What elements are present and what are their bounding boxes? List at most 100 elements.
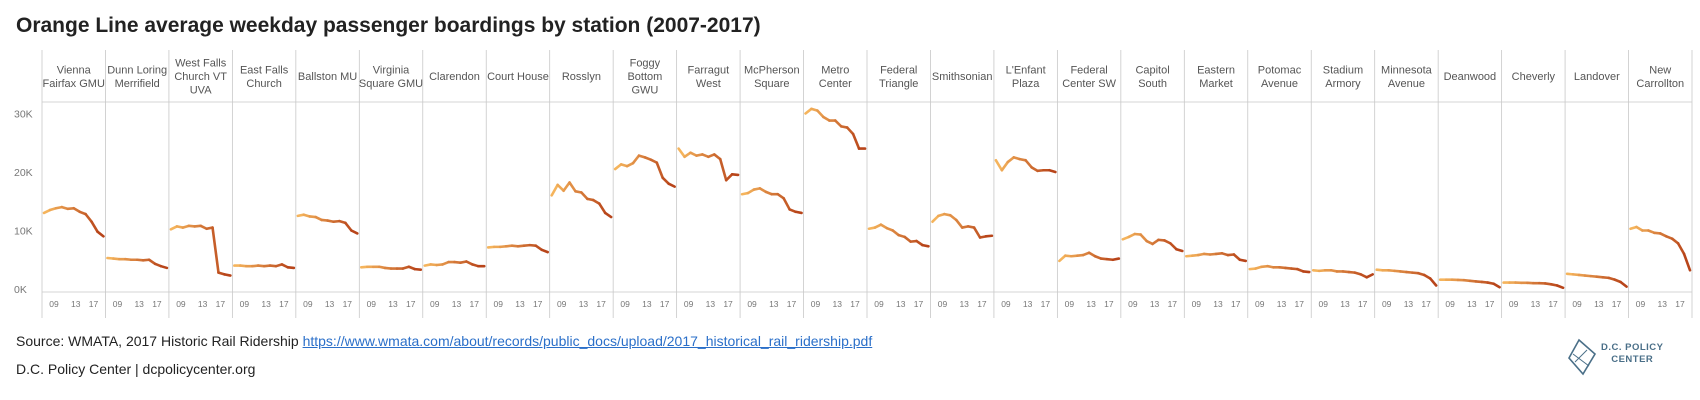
x-tick-label: 09 xyxy=(1382,299,1392,309)
x-tick-label: 17 xyxy=(977,299,987,309)
x-tick-label: 13 xyxy=(1277,299,1287,309)
x-tick-label: 13 xyxy=(198,299,208,309)
station-name-label: Potomac xyxy=(1258,64,1302,76)
station-name-label: East Falls xyxy=(240,64,289,76)
station-name-label: Capitol xyxy=(1135,64,1169,76)
x-tick-label: 13 xyxy=(515,299,525,309)
series-segment xyxy=(597,202,607,215)
x-tick-label: 09 xyxy=(176,299,186,309)
x-tick-label: 13 xyxy=(1340,299,1350,309)
station-name-label: Eastern xyxy=(1197,64,1235,76)
y-tick-label: 0K xyxy=(14,284,27,296)
station-name-label: Deanwood xyxy=(1444,71,1497,83)
x-tick-label: 17 xyxy=(343,299,353,309)
series-segment xyxy=(1111,257,1121,262)
credit-line: D.C. Policy Center | dcpolicycenter.org xyxy=(16,361,256,377)
y-tick-label: 30K xyxy=(14,109,33,121)
dc-policy-center-logo: D.C. POLICY CENTER xyxy=(1565,336,1685,380)
station-name-label: New xyxy=(1649,64,1671,76)
x-tick-label: 09 xyxy=(811,299,821,309)
station-name-label: Avenue xyxy=(1261,78,1298,90)
x-tick-label: 13 xyxy=(1150,299,1160,309)
station-name-label: Triangle xyxy=(879,78,918,90)
series-segment xyxy=(730,173,740,177)
logo-line-2: CENTER xyxy=(1611,354,1654,365)
x-tick-label: 09 xyxy=(1636,299,1646,309)
x-tick-label: 17 xyxy=(1104,299,1114,309)
series-segment xyxy=(994,159,1004,172)
series-segment xyxy=(568,181,577,193)
x-tick-label: 09 xyxy=(303,299,313,309)
x-tick-label: 13 xyxy=(769,299,779,309)
x-tick-label: 13 xyxy=(1531,299,1541,309)
station-name-label: West xyxy=(696,78,721,90)
x-tick-label: 17 xyxy=(469,299,479,309)
series-segment xyxy=(350,229,359,235)
series-segment xyxy=(1000,160,1010,172)
y-tick-label: 10K xyxy=(14,226,33,238)
series-segment xyxy=(972,226,982,239)
logo-line-1: D.C. POLICY xyxy=(1601,342,1664,353)
station-name-label: Vienna xyxy=(57,64,92,76)
x-tick-label: 17 xyxy=(596,299,606,309)
x-tick-label: 13 xyxy=(1658,299,1668,309)
station-name-label: Ballston MU xyxy=(298,71,357,83)
x-tick-label: 09 xyxy=(1128,299,1138,309)
x-tick-label: 13 xyxy=(261,299,271,309)
source-prefix: Source: WMATA, 2017 Historic Rail Riders… xyxy=(16,333,303,349)
series-segment xyxy=(655,161,665,180)
x-tick-label: 13 xyxy=(1467,299,1477,309)
series-segment xyxy=(833,119,843,128)
x-tick-label: 17 xyxy=(1612,299,1622,309)
x-tick-label: 17 xyxy=(914,299,924,309)
x-tick-label: 09 xyxy=(240,299,250,309)
logo-text: D.C. POLICY CENTER xyxy=(1601,342,1664,366)
series-segment xyxy=(1676,242,1686,256)
x-tick-label: 09 xyxy=(1255,299,1265,309)
series-segment xyxy=(603,211,613,219)
x-tick-label: 17 xyxy=(1168,299,1178,309)
series-segment xyxy=(96,230,105,238)
station-name-label: Fairfax GMU xyxy=(43,78,105,90)
x-tick-label: 13 xyxy=(1404,299,1414,309)
series-segment xyxy=(954,218,964,229)
x-tick-label: 09 xyxy=(49,299,59,309)
x-tick-label: 13 xyxy=(1594,299,1604,309)
station-name-label: West Falls xyxy=(175,58,227,70)
x-tick-label: 17 xyxy=(1358,299,1368,309)
station-name-label: Stadium xyxy=(1323,64,1363,76)
station-name-label: Bottom xyxy=(627,71,662,83)
y-tick-label: 20K xyxy=(14,167,33,179)
series-segment xyxy=(1555,284,1565,290)
series-segment xyxy=(550,183,559,197)
station-name-label: Farragut xyxy=(688,64,730,76)
x-tick-label: 17 xyxy=(787,299,797,309)
station-name-label: Armory xyxy=(1325,78,1361,90)
station-name-label: Smithsonian xyxy=(932,71,993,83)
series-segment xyxy=(1619,280,1628,288)
x-tick-label: 13 xyxy=(134,299,144,309)
station-name-label: Landover xyxy=(1574,71,1620,83)
x-tick-label: 17 xyxy=(850,299,860,309)
series-segment xyxy=(580,191,589,201)
x-tick-label: 09 xyxy=(1509,299,1519,309)
series-segment xyxy=(661,176,670,185)
x-tick-label: 17 xyxy=(1485,299,1495,309)
station-name-label: Center SW xyxy=(1062,78,1116,90)
x-tick-label: 09 xyxy=(1065,299,1075,309)
x-tick-label: 13 xyxy=(325,299,335,309)
station-name-label: UVA xyxy=(190,85,212,97)
x-tick-label: 17 xyxy=(1548,299,1558,309)
x-tick-label: 13 xyxy=(642,299,652,309)
x-tick-label: 09 xyxy=(430,299,440,309)
x-tick-label: 17 xyxy=(723,299,733,309)
series-segment xyxy=(851,132,861,150)
source-link[interactable]: https://www.wmata.com/about/records/publ… xyxy=(302,333,873,349)
station-name-label: Market xyxy=(1199,78,1233,90)
x-tick-label: 13 xyxy=(1023,299,1033,309)
series-segment xyxy=(84,212,93,224)
station-name-label: Minnesota xyxy=(1381,64,1433,76)
x-tick-label: 13 xyxy=(896,299,906,309)
station-name-label: L'Enfant xyxy=(1006,64,1046,76)
series-segment xyxy=(631,154,641,165)
